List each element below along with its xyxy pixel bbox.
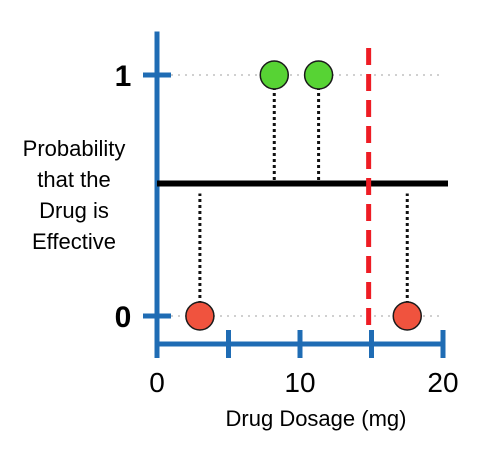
y-axis-label-line: Probability bbox=[23, 136, 126, 161]
axes bbox=[143, 31, 446, 358]
data-point bbox=[392, 301, 422, 331]
y-tick-label: 0 bbox=[115, 301, 132, 334]
tick-labels: 010 10 20 bbox=[115, 60, 459, 398]
connectors bbox=[198, 75, 409, 316]
x-tick-label: 20 bbox=[427, 367, 458, 398]
reference-lines bbox=[157, 48, 448, 330]
data-point bbox=[259, 60, 290, 90]
data-point bbox=[303, 60, 334, 90]
data-point bbox=[185, 301, 215, 331]
y-axis-label-line: Effective bbox=[32, 229, 116, 254]
y-axis-label-line: that the bbox=[37, 167, 110, 192]
y-tick-label: 1 bbox=[115, 60, 132, 93]
x-tick-label: 0 bbox=[149, 367, 165, 398]
x-tick-label: 10 bbox=[284, 367, 315, 398]
data-points bbox=[185, 60, 422, 331]
y-axis-label-line: Drug is bbox=[39, 198, 109, 223]
y-axis-label: Probability that the Drug is Effective bbox=[23, 136, 126, 254]
x-axis-label: Drug Dosage (mg) bbox=[226, 406, 407, 431]
